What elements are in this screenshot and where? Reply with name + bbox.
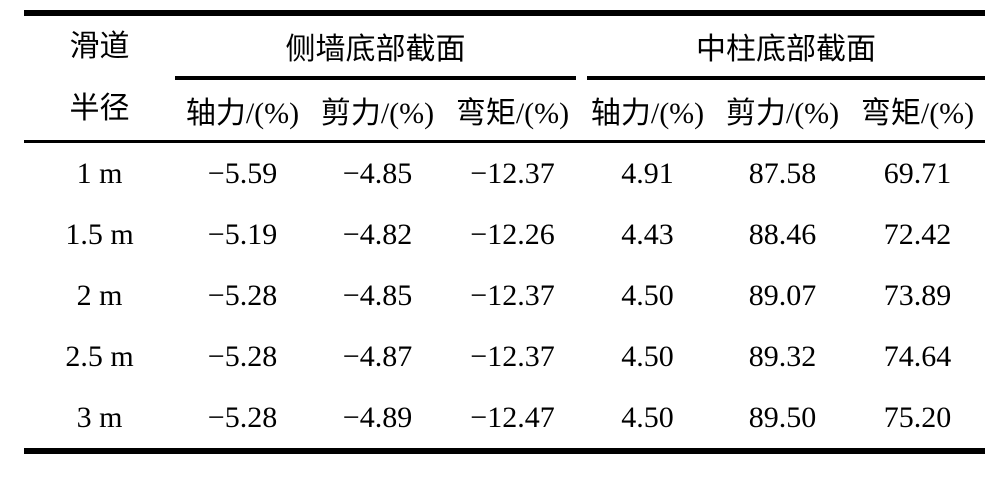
column-header-slide-radius: 滑道 半径 [24, 13, 175, 143]
subheader-sidewall-bending-moment: 弯矩/(%) [445, 80, 581, 143]
group-header-sidewall-label: 侧墙底部截面 [175, 33, 577, 80]
value-cell: 87.58 [748, 156, 817, 190]
results-table: 滑道 半径 侧墙底部截面 中柱底部截面 轴力/(%) 剪力/(%) 弯矩/(%)… [24, 10, 986, 454]
radius-cell: 2 m [76, 278, 123, 312]
group-header-centercolumn-bottom-section: 中柱底部截面 [580, 13, 986, 80]
table-row: 2.5 m −5.28 −4.87 −12.37 4.50 89.32 74.6… [24, 326, 985, 387]
table-row: 1 m −5.59 −4.85 −12.37 4.91 87.58 69.71 [24, 142, 985, 205]
table-body: 1 m −5.59 −4.85 −12.37 4.91 87.58 69.71 … [24, 142, 985, 452]
group-header-sidewall-bottom-section: 侧墙底部截面 [175, 13, 580, 80]
value-cell: 89.32 [748, 339, 817, 373]
value-cell: −5.19 [207, 217, 278, 251]
value-cell: −12.47 [470, 400, 555, 434]
slide-radius-label-line1: 滑道 [69, 30, 130, 63]
value-cell: −4.85 [342, 156, 413, 190]
value-cell: −12.37 [470, 278, 555, 312]
value-cell: 89.50 [748, 400, 817, 434]
table-row: 2 m −5.28 −4.85 −12.37 4.50 89.07 73.89 [24, 265, 985, 326]
group-header-row: 滑道 半径 侧墙底部截面 中柱底部截面 [24, 13, 986, 143]
value-cell: 4.43 [621, 217, 674, 251]
value-cell: −4.82 [342, 217, 413, 251]
value-cell: −4.85 [342, 278, 413, 312]
radius-cell: 3 m [76, 400, 123, 434]
value-cell: −12.37 [470, 339, 555, 373]
table-row: 3 m −5.28 −4.89 −12.47 4.50 89.50 75.20 [24, 387, 985, 451]
subheader-centercolumn-shear-force: 剪力/(%) [715, 80, 851, 143]
value-cell: −5.28 [207, 400, 278, 434]
subheader-row: 轴力/(%) 剪力/(%) 弯矩/(%) 轴力/(%) 剪力/(%) 弯矩/(%… [24, 80, 986, 143]
value-cell: 4.91 [621, 156, 674, 190]
value-cell: 4.50 [621, 339, 674, 373]
subheader-centercolumn-bending-moment: 弯矩/(%) [850, 80, 986, 143]
value-cell: −5.28 [207, 278, 278, 312]
table-row: 1.5 m −5.19 −4.82 −12.26 4.43 88.46 72.4… [24, 204, 985, 265]
value-cell: −12.26 [470, 217, 555, 251]
value-cell: 69.71 [883, 156, 952, 190]
value-cell: 89.07 [748, 278, 817, 312]
value-cell: 73.89 [883, 278, 952, 312]
value-cell: 4.50 [621, 400, 674, 434]
value-cell: −12.37 [470, 156, 555, 190]
group-header-centercolumn-label: 中柱底部截面 [587, 33, 986, 80]
subheader-centercolumn-axial-force: 轴力/(%) [580, 80, 716, 143]
subheader-sidewall-shear-force: 剪力/(%) [310, 80, 445, 143]
value-cell: −4.87 [342, 339, 413, 373]
value-cell: −5.59 [207, 156, 278, 190]
value-cell: −5.28 [207, 339, 278, 373]
slide-radius-label-line2: 半径 [69, 92, 130, 125]
value-cell: −4.89 [342, 400, 413, 434]
radius-cell: 1.5 m [65, 217, 134, 251]
value-cell: 72.42 [883, 217, 952, 251]
subheader-sidewall-axial-force: 轴力/(%) [175, 80, 310, 143]
radius-cell: 1 m [76, 156, 123, 190]
value-cell: 74.64 [883, 339, 952, 373]
radius-cell: 2.5 m [65, 339, 134, 373]
value-cell: 88.46 [748, 217, 817, 251]
value-cell: 75.20 [883, 400, 952, 434]
table-header: 滑道 半径 侧墙底部截面 中柱底部截面 轴力/(%) 剪力/(%) 弯矩/(%)… [24, 13, 986, 143]
value-cell: 4.50 [621, 278, 674, 312]
